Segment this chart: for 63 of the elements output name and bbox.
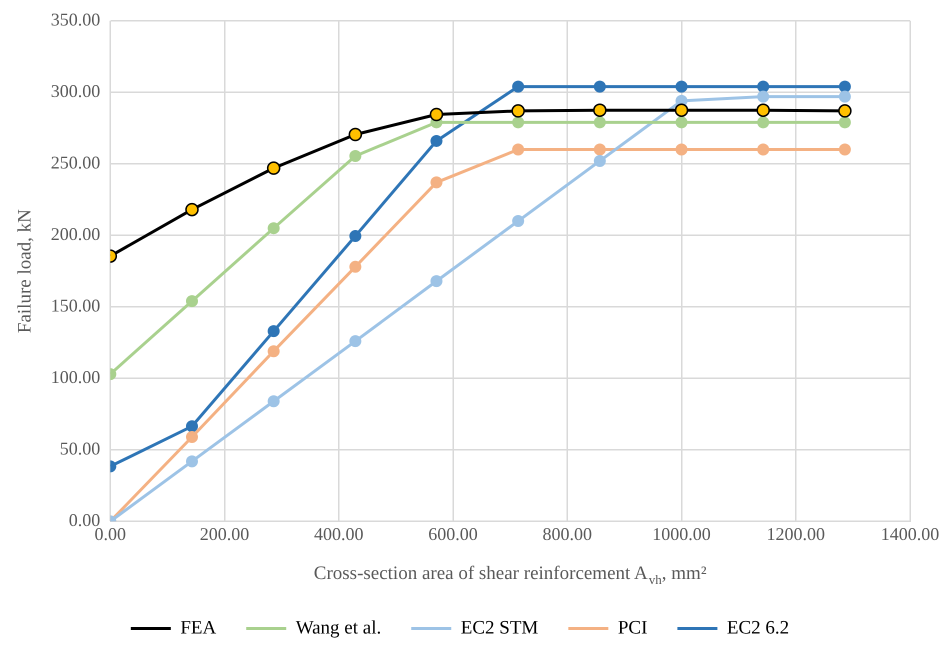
point xyxy=(186,295,198,308)
point xyxy=(268,222,280,234)
point xyxy=(594,80,606,93)
point xyxy=(430,108,444,122)
point xyxy=(757,116,770,128)
legend-label: FEA xyxy=(180,617,216,638)
point xyxy=(676,80,688,93)
point xyxy=(430,275,442,288)
point xyxy=(349,335,362,348)
point xyxy=(757,90,770,103)
legend-label: EC2 6.2 xyxy=(726,617,790,638)
point xyxy=(349,150,362,162)
point xyxy=(512,215,524,228)
point xyxy=(756,103,770,117)
point xyxy=(430,176,442,188)
x-tick-label: 600.00 xyxy=(428,524,478,544)
y-tick-label: 150.00 xyxy=(50,296,100,316)
point xyxy=(838,80,851,93)
point xyxy=(594,154,606,167)
point xyxy=(512,80,524,93)
point xyxy=(757,80,770,93)
point xyxy=(594,116,606,128)
legend-label: EC2 STM xyxy=(460,617,538,638)
point xyxy=(512,116,524,128)
point xyxy=(838,116,851,128)
point xyxy=(676,116,688,128)
point xyxy=(674,103,688,117)
point xyxy=(268,325,280,338)
point xyxy=(838,144,851,156)
point xyxy=(349,230,362,242)
point xyxy=(348,128,362,142)
point xyxy=(511,104,525,118)
x-tick-label: 1000.00 xyxy=(652,524,711,544)
point xyxy=(185,202,199,216)
point xyxy=(593,103,607,117)
point xyxy=(186,431,198,444)
point xyxy=(349,260,362,273)
point xyxy=(186,420,198,432)
y-tick-label: 100.00 xyxy=(50,367,100,388)
point xyxy=(594,144,606,156)
point xyxy=(186,455,198,468)
point xyxy=(512,144,524,156)
x-tick-label: 1200.00 xyxy=(766,524,826,544)
y-tick-label: 300.00 xyxy=(50,81,100,102)
point xyxy=(266,161,280,175)
legend-label: Wang et al. xyxy=(296,617,382,638)
y-tick-label: 350.00 xyxy=(50,10,100,30)
y-tick-label: 250.00 xyxy=(50,152,100,173)
legend-label: PCI xyxy=(618,617,648,638)
point xyxy=(268,345,280,358)
y-axis-title: Failure load, kN xyxy=(14,208,36,334)
x-tick-label: 1400.00 xyxy=(880,524,940,544)
point xyxy=(268,395,280,408)
point xyxy=(430,134,442,147)
y-tick-label: 200.00 xyxy=(50,224,100,244)
point xyxy=(676,144,688,156)
point xyxy=(838,90,851,103)
point xyxy=(757,144,770,156)
point xyxy=(838,104,852,118)
x-tick-label: 200.00 xyxy=(200,524,250,544)
x-tick-label: 800.00 xyxy=(542,524,592,544)
y-tick-label: 50.00 xyxy=(60,438,100,459)
x-tick-label: 400.00 xyxy=(314,524,364,544)
